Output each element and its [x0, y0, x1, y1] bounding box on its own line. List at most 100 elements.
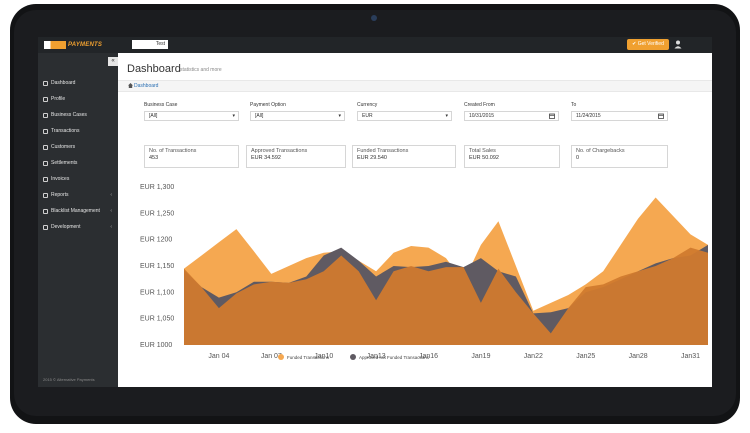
sidebar-item-blacklist-management[interactable]: Blacklist Management ‹: [38, 203, 118, 219]
sidebar-item-invoices[interactable]: Invoices: [38, 171, 118, 187]
table-icon: [43, 128, 48, 134]
caret-down-icon: ▾: [232, 113, 235, 119]
stat-label: No. of Transactions: [149, 148, 197, 154]
stat-card: No. of Chargebacks 0: [571, 145, 668, 168]
x-tick-label: Jan 07: [261, 353, 282, 360]
home-icon: [43, 80, 48, 86]
legend-swatch: [350, 354, 356, 360]
sidebar-item-label: Reports: [51, 192, 69, 198]
get-verified-button[interactable]: ✔ Get Verified: [627, 39, 669, 50]
sidebar: « Dashboard Profile Business Cases Transact…: [38, 53, 118, 387]
environment-selector[interactable]: Test: [132, 40, 168, 49]
page-title: Dashboard: [127, 63, 181, 75]
legend-item-funded[interactable]: Funded Transactions: [278, 353, 329, 361]
business-case-select[interactable]: [All] ▾: [144, 111, 239, 121]
x-tick-label: Jan19: [471, 353, 490, 360]
filter-label: To: [571, 102, 577, 108]
filter-label: Created From: [464, 102, 495, 108]
x-tick-label: Jan25: [576, 353, 595, 360]
sidebar-item-label: Settlements: [51, 160, 78, 166]
created-from-date-input[interactable]: 10/31/2015: [464, 111, 559, 121]
currency-select[interactable]: EUR ▾: [357, 111, 452, 121]
x-tick-label: Jan31: [681, 353, 700, 360]
to-date-input[interactable]: 11/24/2015: [571, 111, 668, 121]
filter-label: Payment Option: [250, 102, 286, 108]
logo-mark-icon: [44, 41, 66, 49]
legend-label: Funded Transactions: [287, 354, 330, 360]
sidebar-item-profile[interactable]: Profile: [38, 91, 118, 107]
sidebar-item-label: Blacklist Management: [51, 208, 100, 214]
breadcrumb: Dashboard: [118, 80, 712, 92]
stat-label: Total Sales: [469, 148, 496, 154]
stat-card: Total Sales EUR 50.092: [464, 145, 560, 168]
legend-swatch: [278, 354, 284, 360]
chevron-left-icon: ‹: [110, 208, 112, 214]
sidebar-item-label: Dashboard: [51, 80, 76, 86]
sidebar-item-dashboard[interactable]: Dashboard: [38, 75, 118, 91]
user-icon: [43, 96, 48, 102]
stat-label: No. of Chargebacks: [576, 148, 625, 154]
chart-icon: [43, 192, 48, 198]
footer-copyright: 2015 © Alternative Payments: [43, 377, 95, 382]
main-content: Dashboard statistics and more Dashboard …: [118, 53, 712, 387]
x-tick-label: Jan16: [419, 353, 438, 360]
filter-label: Currency: [357, 102, 378, 108]
sidebar-item-label: Development: [51, 224, 81, 230]
sidebar-item-reports[interactable]: Reports ‹: [38, 187, 118, 203]
caret-down-icon: ▾: [338, 113, 341, 119]
user-icon[interactable]: [674, 40, 682, 49]
home-icon: [128, 83, 133, 88]
filter-payment-option: Payment Option [All] ▾: [250, 102, 345, 121]
area-series-2: [184, 247, 708, 345]
filter-business-case: Business Case [All] ▾: [144, 102, 239, 121]
legend-label: Approved not Funded Transactions: [359, 354, 430, 360]
list-icon: [43, 160, 48, 166]
calendar-icon[interactable]: [549, 113, 555, 119]
gear-icon: [43, 224, 48, 230]
sidebar-item-business-cases[interactable]: Business Cases: [38, 107, 118, 123]
sidebar-item-settlements[interactable]: Settlements: [38, 155, 118, 171]
transactions-area-chart: EUR 1,300 EUR 1,250 EUR 1200 EUR 1,150 EUR 1…: [140, 184, 708, 360]
users-icon: [43, 144, 48, 150]
stat-card: No. of Transactions 453: [144, 145, 239, 168]
select-value: EUR: [362, 113, 373, 119]
select-value: [All]: [255, 113, 264, 119]
logo-text: PAYMENTS: [68, 42, 103, 48]
y-tick-label: EUR 1000: [140, 342, 172, 349]
payment-option-select[interactable]: [All] ▾: [250, 111, 345, 121]
sidebar-nav: Dashboard Profile Business Cases Transactio…: [38, 75, 118, 235]
filter-created-from: Created From 10/31/2015: [464, 102, 559, 121]
caret-down-icon: ▾: [445, 113, 448, 119]
stat-card: Approved Transactions EUR 34.592: [246, 145, 346, 168]
stat-value: 0: [576, 155, 580, 161]
file-icon: [43, 176, 48, 182]
y-tick-label: EUR 1,050: [140, 316, 174, 323]
sidebar-item-label: Business Cases: [51, 112, 87, 118]
sidebar-collapse-button[interactable]: «: [108, 57, 118, 66]
stat-card: Funded Transactions EUR 29.540: [352, 145, 456, 168]
stat-value: EUR 29.540: [357, 155, 387, 161]
grid-icon: [43, 208, 48, 214]
sidebar-item-customers[interactable]: Customers: [38, 139, 118, 155]
breadcrumb-dashboard-link[interactable]: Dashboard: [134, 83, 159, 89]
stat-label: Approved Transactions: [251, 148, 308, 154]
logo: PAYMENTS: [44, 40, 102, 50]
y-tick-label: EUR 1,100: [140, 289, 174, 296]
sidebar-item-label: Profile: [51, 96, 66, 102]
date-value: 11/24/2015: [576, 113, 601, 119]
calendar-icon[interactable]: [658, 113, 664, 119]
briefcase-icon: [43, 112, 48, 118]
y-tick-label: EUR 1200: [140, 237, 172, 244]
y-tick-label: EUR 1,300: [140, 184, 174, 191]
stat-value: 453: [149, 155, 159, 161]
chevron-left-icon: ‹: [110, 192, 112, 198]
legend-item-approved-not-funded[interactable]: Approved not Funded Transactions: [350, 353, 429, 361]
sidebar-item-development[interactable]: Development ‹: [38, 219, 118, 235]
y-tick-label: EUR 1,150: [140, 263, 174, 270]
get-verified-label: Get Verified: [637, 41, 664, 47]
sidebar-item-label: Transactions: [51, 128, 80, 134]
sidebar-item-transactions[interactable]: Transactions: [38, 123, 118, 139]
date-value: 10/31/2015: [469, 113, 495, 119]
x-tick-label: Jan10: [314, 353, 333, 360]
x-tick-label: Jan22: [524, 353, 543, 360]
